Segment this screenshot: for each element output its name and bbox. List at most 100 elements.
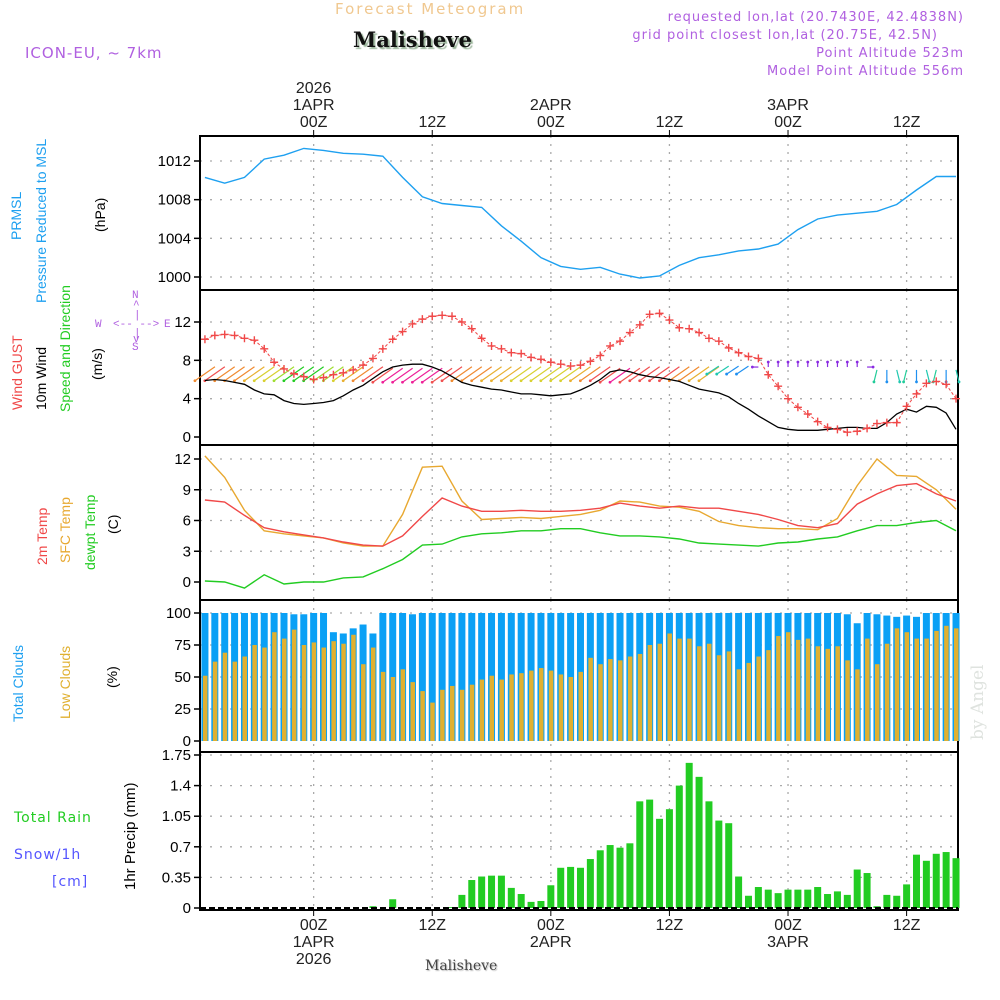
wind-arrow bbox=[500, 366, 522, 382]
gust-marker bbox=[863, 424, 872, 433]
gust-marker bbox=[724, 343, 733, 352]
wind-arrow bbox=[224, 366, 245, 382]
wind-arrow bbox=[244, 366, 265, 382]
gust-marker bbox=[378, 344, 387, 353]
total-cloud-bar bbox=[428, 613, 436, 741]
gust-marker bbox=[645, 310, 654, 319]
wind-arrow bbox=[382, 367, 404, 383]
dewpt-line bbox=[204, 519, 957, 589]
low-cloud-bar bbox=[815, 646, 821, 741]
gust-marker bbox=[457, 318, 466, 326]
time-label-top: 1APR bbox=[293, 97, 335, 114]
wind-arrow-head bbox=[341, 379, 345, 383]
wind-arrow bbox=[589, 366, 611, 382]
low-cloud-bar bbox=[380, 671, 386, 741]
gust-markers bbox=[200, 309, 961, 437]
wind-arrow bbox=[431, 367, 453, 383]
precip-bar bbox=[537, 901, 545, 908]
gust-marker bbox=[843, 428, 852, 437]
t2m-line bbox=[204, 482, 957, 547]
total-cloud-bar bbox=[438, 613, 446, 741]
precip-bar bbox=[389, 899, 397, 908]
gust-marker bbox=[388, 335, 397, 344]
precip-bar bbox=[794, 889, 802, 908]
y-tick-label: 0 bbox=[183, 733, 191, 750]
wind-arrow bbox=[706, 365, 720, 375]
time-label-top: 3APR bbox=[767, 97, 809, 114]
precip-bar bbox=[883, 894, 891, 908]
low-cloud-bar bbox=[282, 638, 287, 741]
precip-bar bbox=[656, 818, 664, 908]
gust-marker bbox=[912, 389, 921, 398]
wind-arrow-head bbox=[658, 379, 661, 383]
y-tick-label: 12 bbox=[174, 451, 191, 468]
time-label-top: 12Z bbox=[893, 114, 921, 131]
precip-bar bbox=[903, 884, 911, 908]
precip-bar bbox=[646, 799, 654, 908]
gust-marker bbox=[902, 402, 911, 411]
wind-arrow-head bbox=[578, 379, 582, 383]
low-cloud-bar bbox=[627, 656, 633, 741]
wind-arrow bbox=[204, 366, 226, 382]
time-label-bottom: 12Z bbox=[656, 917, 684, 934]
low-cloud-bar bbox=[894, 628, 900, 741]
wind-arrow-head bbox=[836, 360, 839, 364]
low-cloud-bar bbox=[509, 674, 514, 741]
snow-unit-label: [cm] bbox=[52, 874, 89, 890]
time-label-top: 2APR bbox=[530, 97, 572, 114]
low-cloud-bar bbox=[874, 664, 880, 741]
gust-marker bbox=[349, 365, 358, 374]
gust-line bbox=[204, 312, 957, 433]
gust-marker bbox=[467, 324, 476, 333]
low-cloud-bar bbox=[647, 645, 653, 741]
precip-bar bbox=[636, 801, 644, 908]
wind-arrow bbox=[421, 367, 443, 383]
low-cloud-bar bbox=[272, 632, 277, 741]
wind-arrow bbox=[903, 369, 908, 383]
wind-arrow bbox=[668, 366, 690, 382]
wind-arrow-head bbox=[871, 365, 875, 369]
gust-marker bbox=[260, 344, 269, 353]
y-tick-label: 0 bbox=[183, 900, 191, 917]
wind-arrow-head bbox=[351, 379, 355, 383]
footer-location: Malisheve bbox=[425, 958, 498, 974]
gust-marker bbox=[635, 320, 644, 329]
low-cloud-bar bbox=[637, 653, 643, 741]
total-cloud-bar bbox=[418, 613, 426, 741]
wind-arrow-head bbox=[292, 379, 296, 383]
gust-marker bbox=[872, 419, 881, 428]
y-tick-label: 0 bbox=[183, 429, 191, 446]
low-cloud-bar bbox=[519, 673, 524, 741]
wind-arrow-head bbox=[410, 380, 414, 384]
precip-bar bbox=[922, 860, 930, 908]
low-cloud-bar bbox=[825, 648, 831, 741]
time-label-bottom: 2026 bbox=[296, 951, 332, 968]
low-cloud-bar bbox=[884, 643, 890, 741]
low-cloud-bar bbox=[667, 633, 672, 741]
panel-frame bbox=[199, 444, 959, 601]
wind-arrow-head bbox=[872, 380, 876, 384]
precip-bar bbox=[774, 893, 782, 908]
low-cloud-bar bbox=[262, 647, 267, 741]
wind-arrow-head bbox=[608, 380, 612, 384]
gust-marker bbox=[527, 353, 536, 362]
low-cloud-bar bbox=[568, 677, 574, 741]
gust-marker bbox=[359, 361, 368, 370]
precip-bar bbox=[893, 895, 901, 908]
y-tick-label: 9 bbox=[183, 482, 191, 499]
gust-marker bbox=[210, 331, 219, 340]
wind-arrow-head bbox=[509, 379, 513, 383]
wind-arrow bbox=[736, 365, 749, 375]
wind-arrow-head bbox=[885, 380, 889, 384]
y-tick-label: 4 bbox=[183, 391, 191, 408]
precip-bar bbox=[596, 850, 604, 908]
requested-coords: requested lon,lat (20.7430E, 42.4838N) bbox=[667, 10, 964, 25]
total-cloud-bar bbox=[408, 614, 416, 741]
wind-arrow bbox=[560, 366, 581, 382]
gust-marker bbox=[487, 341, 496, 350]
gust-marker bbox=[586, 357, 595, 366]
gust-marker bbox=[675, 323, 684, 332]
precip-bar bbox=[567, 866, 575, 908]
total-cloud-bar bbox=[458, 613, 466, 741]
low-cloud-bar bbox=[242, 656, 247, 741]
